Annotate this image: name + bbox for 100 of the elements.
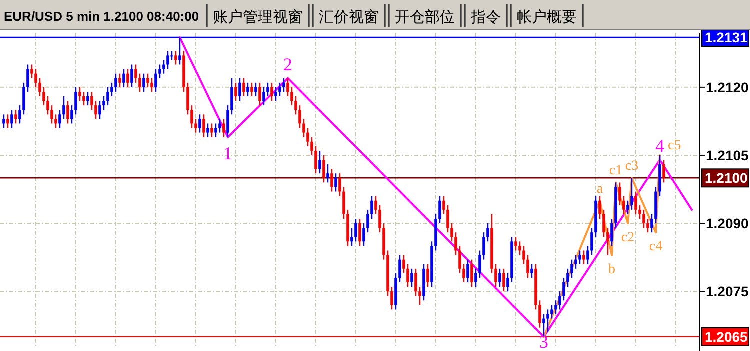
candlestick (486, 222, 490, 242)
candlestick (550, 304, 554, 320)
candlestick (62, 96, 66, 120)
candlestick (74, 86, 78, 116)
candlestick (326, 164, 330, 184)
y-tick-label: 1.2075 (706, 284, 750, 300)
candlestick (118, 73, 122, 88)
annotation: 2 (284, 54, 292, 74)
candlestick (478, 250, 482, 279)
candlestick (370, 196, 374, 220)
candlestick (442, 196, 446, 216)
text: 指令 (470, 9, 502, 26)
candlestick (42, 86, 46, 106)
line-series (179, 36, 693, 338)
candlestick (574, 254, 578, 270)
candlestick (350, 227, 354, 247)
candlestick (222, 118, 226, 138)
y-tick-label: 1.2090 (706, 216, 750, 232)
candlestick (270, 82, 274, 102)
candlestick (122, 68, 126, 88)
candlestick (82, 91, 86, 106)
candlestick (662, 159, 666, 184)
candlestick (590, 227, 594, 256)
candlestick (138, 73, 142, 93)
candlestick (454, 232, 458, 256)
candlestick (2, 114, 6, 129)
candlestick (18, 104, 22, 124)
text: 汇价视窗 (319, 9, 380, 26)
candlestick (10, 110, 14, 129)
candlestick (22, 82, 26, 116)
candlestick (610, 218, 614, 247)
candlestick (106, 86, 110, 106)
annotation: 1 (224, 143, 232, 164)
candlestick (294, 96, 298, 116)
candlestick (242, 78, 246, 98)
candlestick (522, 246, 526, 265)
candlestick (470, 259, 474, 288)
candlestick (78, 86, 82, 102)
candlestick (46, 96, 50, 116)
candlestick (38, 78, 42, 98)
candlestick (374, 196, 378, 216)
candlestick (390, 286, 394, 310)
candlestick (398, 254, 402, 284)
candlestick (638, 204, 642, 220)
candlestick (126, 68, 130, 88)
text: 帐户概要 (517, 9, 578, 26)
candlestick (426, 264, 430, 288)
candlestick (170, 50, 174, 61)
candlestick (286, 78, 290, 98)
candlestick (538, 300, 542, 328)
text: 开仓部位 (395, 9, 456, 26)
annotation: c1 (609, 164, 623, 179)
candlestick (598, 196, 602, 220)
candlestick (322, 154, 326, 184)
candlestick (626, 200, 630, 216)
candlestick (258, 82, 262, 106)
candlestick (526, 254, 530, 279)
candlestick (462, 264, 466, 284)
candlestick (518, 241, 522, 256)
candlestick (314, 146, 318, 174)
candlestick (646, 218, 650, 234)
candlestick (634, 191, 638, 216)
annotation: c3 (625, 159, 639, 174)
candlestick (110, 82, 114, 98)
annotation: c5 (668, 138, 682, 154)
candlestick (402, 254, 406, 274)
candlestick (582, 250, 586, 265)
candlestick (458, 246, 462, 274)
annotation: a (596, 182, 604, 197)
ref-line-label: 1.2065 (705, 328, 748, 345)
candlestick (578, 250, 582, 265)
candlestick (606, 227, 610, 256)
candlestick (146, 73, 150, 88)
candlestick (254, 82, 258, 98)
candlestick (306, 128, 310, 148)
y-tick-label: 1.2105 (706, 147, 750, 164)
candlestick (586, 246, 590, 265)
ref-line-label: 1.2131 (705, 30, 748, 46)
candlestick (378, 204, 382, 234)
candlestick (450, 222, 454, 242)
candlestick (54, 114, 58, 129)
candlestick (514, 236, 518, 252)
annotation: 3 (540, 332, 548, 351)
candlestick (6, 114, 10, 129)
candlestick (338, 173, 342, 197)
candlestick (266, 82, 270, 98)
candlestick (98, 100, 102, 120)
candlestick (274, 86, 278, 102)
candlestick (238, 78, 242, 102)
candlestick (70, 104, 74, 124)
candlestick (342, 186, 346, 220)
candlestick (494, 264, 498, 288)
candlestick (34, 68, 38, 88)
candlestick (290, 86, 294, 106)
candlestick (234, 82, 238, 102)
annotation: b (608, 262, 616, 278)
ref-line-label: 1.2100 (705, 170, 748, 186)
candlestick (506, 272, 510, 292)
candlestick (30, 64, 34, 79)
candlestick (114, 73, 118, 93)
